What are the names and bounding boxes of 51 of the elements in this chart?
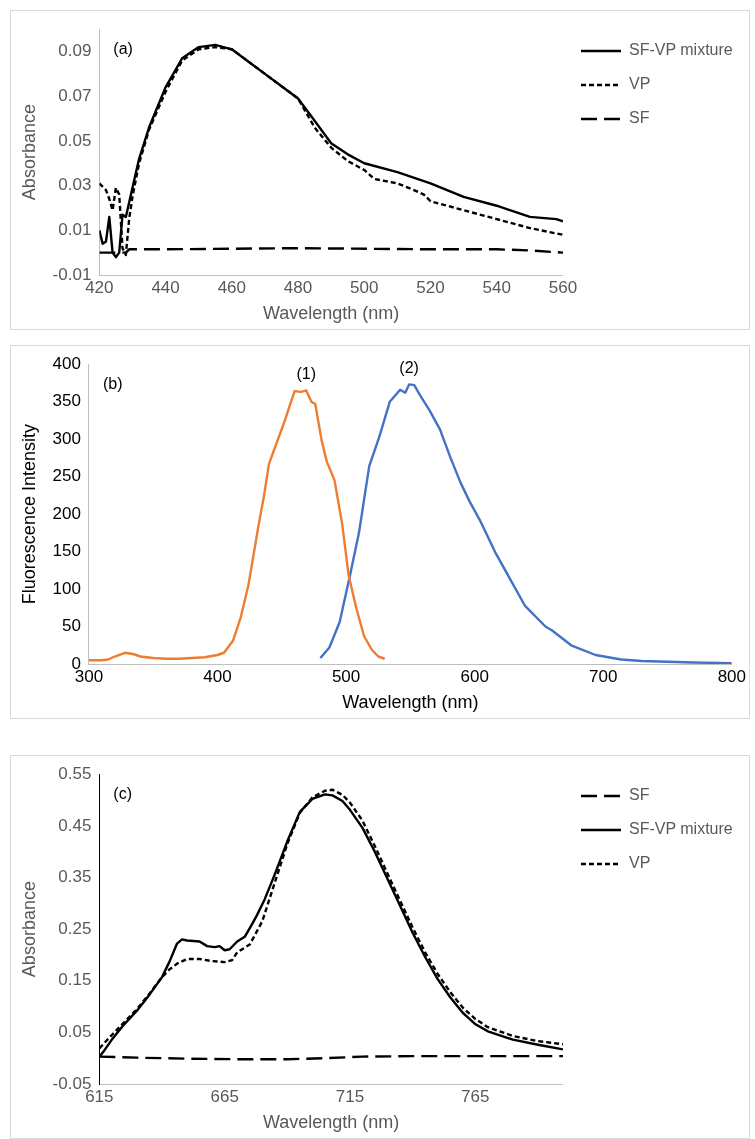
x-tick-label: 500 bbox=[331, 666, 361, 686]
x-tick-label: 520 bbox=[416, 277, 445, 297]
y-tick-label: 0.05 bbox=[58, 130, 92, 150]
y-tick-label: 0.55 bbox=[58, 763, 92, 783]
y-axis-title: Absorbance bbox=[18, 104, 39, 201]
y-tick-label: 350 bbox=[52, 391, 81, 411]
x-tick-label: 665 bbox=[210, 1086, 239, 1106]
y-axis-title: Absorbance bbox=[18, 881, 39, 978]
y-tick-label: 250 bbox=[52, 466, 81, 486]
annotation: (1) bbox=[296, 364, 317, 382]
legend-label: SF bbox=[628, 109, 650, 127]
y-axis-title: Fluorescence Intensity bbox=[18, 424, 39, 605]
x-tick-label: 400 bbox=[203, 666, 232, 686]
y-tick-label: 0.07 bbox=[58, 85, 92, 105]
y-tick-label: 400 bbox=[52, 353, 81, 373]
x-tick-label: 715 bbox=[335, 1086, 365, 1106]
y-tick-label: 0.15 bbox=[58, 970, 92, 990]
legend-label: SF bbox=[628, 786, 650, 804]
y-tick-label: 150 bbox=[52, 541, 81, 561]
x-tick-label: 540 bbox=[482, 277, 511, 297]
x-axis-title: Wavelength (nm) bbox=[262, 303, 400, 324]
y-tick-label: 0.01 bbox=[58, 220, 92, 239]
y-tick-label: 0.35 bbox=[58, 867, 92, 887]
y-tick-label: 0.09 bbox=[58, 41, 92, 61]
x-tick-label: 600 bbox=[460, 666, 489, 686]
x-tick-label: 765 bbox=[461, 1086, 490, 1106]
x-tick-label: 500 bbox=[350, 277, 379, 297]
x-axis-title: Wavelength (nm) bbox=[262, 1112, 400, 1133]
annotation: (a) bbox=[113, 39, 133, 57]
legend-label: SF-VP mixture bbox=[628, 820, 733, 838]
y-tick-label: 100 bbox=[52, 578, 81, 598]
y-tick-label: 50 bbox=[62, 616, 81, 636]
x-axis-title: Wavelength (nm) bbox=[342, 692, 479, 713]
annotation: (2) bbox=[399, 358, 419, 376]
legend-label: VP bbox=[628, 75, 651, 93]
x-tick-label: 480 bbox=[283, 277, 313, 297]
legend-label: VP bbox=[628, 854, 651, 872]
annotation: (c) bbox=[113, 784, 132, 802]
annotation: (b) bbox=[102, 374, 123, 392]
y-tick-label: 300 bbox=[52, 428, 81, 448]
y-tick-label: 200 bbox=[52, 503, 81, 523]
y-tick-label: 0.45 bbox=[58, 815, 92, 835]
x-tick-label: 700 bbox=[589, 666, 618, 686]
legend-label: SF-VP mixture bbox=[628, 41, 733, 59]
y-tick-label: 0.05 bbox=[58, 1022, 92, 1042]
x-tick-label: 460 bbox=[217, 277, 246, 297]
y-tick-label: 0.03 bbox=[58, 175, 92, 195]
x-tick-label: 440 bbox=[151, 277, 180, 297]
x-tick-label: 560 bbox=[548, 277, 578, 297]
x-tick-label: 800 bbox=[717, 666, 747, 686]
y-tick-label: 0.25 bbox=[58, 918, 92, 938]
